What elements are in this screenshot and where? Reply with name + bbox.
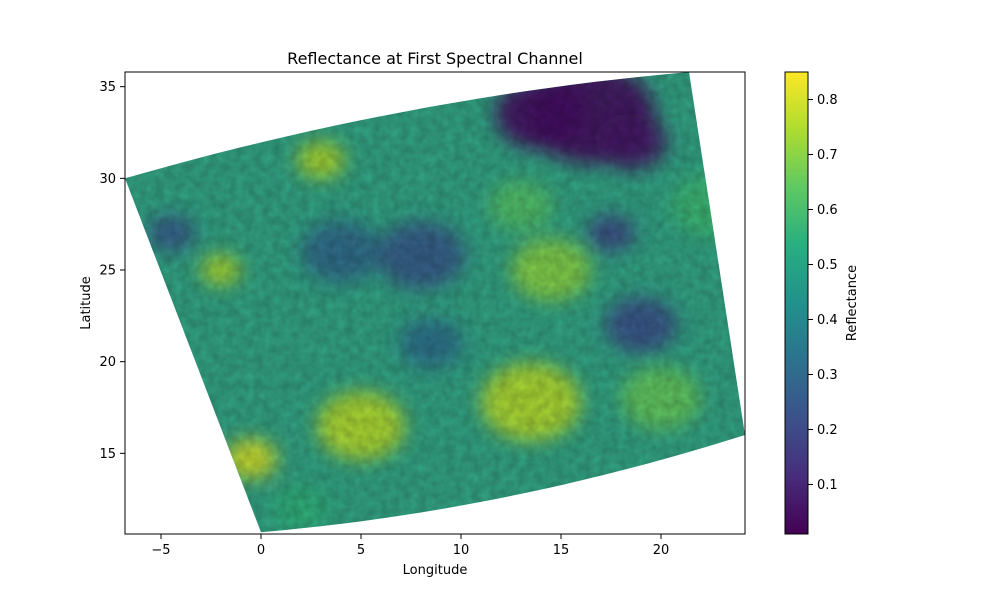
y-tick-label: 30 <box>99 172 116 187</box>
x-tick-label: 5 <box>357 543 365 558</box>
colorbar-tick-label: 0.4 <box>817 313 838 328</box>
x-tick-label: −5 <box>151 543 170 558</box>
colorbar-label: Reflectance <box>845 265 860 341</box>
y-tick-label: 25 <box>99 264 116 279</box>
y-tick-label: 35 <box>99 80 116 95</box>
x-axis: −5 0 5 10 15 20 <box>151 534 669 558</box>
texture-overlay <box>125 72 745 533</box>
colorbar-frame <box>784 71 809 535</box>
colorbar-gradient <box>785 72 808 534</box>
swath-image <box>125 72 745 533</box>
colorbar-tick-label: 0.7 <box>817 148 838 163</box>
colorbar-ticks: 0.1 0.2 0.3 0.4 0.5 0.6 0.7 0.8 <box>808 93 838 493</box>
plot-area <box>125 72 745 533</box>
colorbar-tick-label: 0.1 <box>817 478 838 493</box>
x-axis-label: Longitude <box>403 563 468 578</box>
colorbar-tick-label: 0.8 <box>817 93 838 108</box>
y-axis: 15 20 25 30 35 <box>99 80 125 462</box>
x-tick-label: 10 <box>453 543 470 558</box>
plot-frame <box>124 71 746 535</box>
y-axis-label: Latitude <box>79 276 94 330</box>
colorbar: 0.1 0.2 0.3 0.4 0.5 0.6 0.7 0.8 Reflectance <box>784 71 860 535</box>
colorbar-tick-label: 0.6 <box>817 203 838 218</box>
colorbar-tick-label: 0.3 <box>817 368 838 383</box>
y-tick-label: 15 <box>99 447 116 462</box>
x-tick-label: 0 <box>257 543 265 558</box>
x-tick-label: 15 <box>553 543 570 558</box>
y-tick-label: 20 <box>99 355 116 370</box>
x-tick-label: 20 <box>653 543 670 558</box>
colorbar-tick-label: 0.5 <box>817 258 838 273</box>
colorbar-tick-label: 0.2 <box>817 423 838 438</box>
chart-title: Reflectance at First Spectral Channel <box>287 49 583 68</box>
